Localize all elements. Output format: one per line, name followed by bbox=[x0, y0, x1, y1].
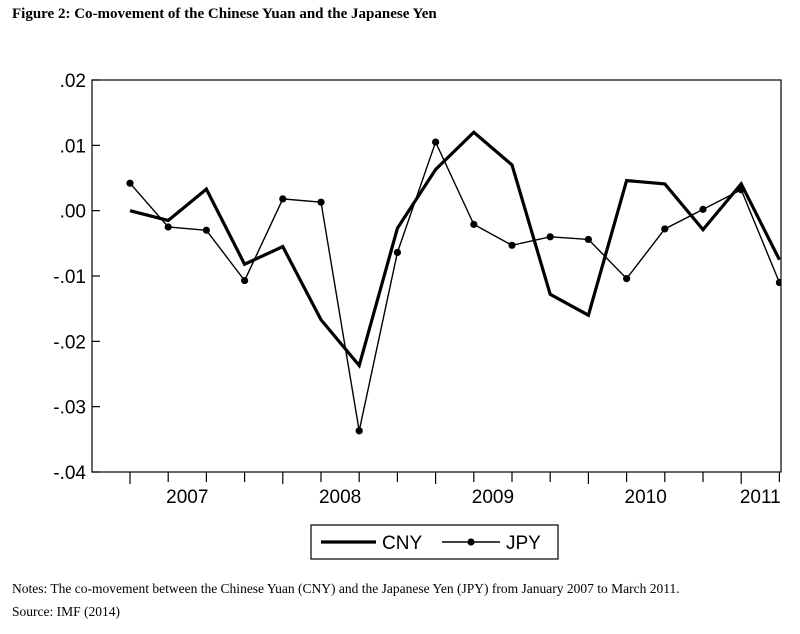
data-point-jpy bbox=[623, 275, 631, 283]
series-line-cny bbox=[129, 130, 781, 369]
y-tick-label: .02 bbox=[60, 71, 86, 92]
legend-label-cny: CNY bbox=[382, 533, 422, 554]
x-tick-label: 2011 bbox=[740, 487, 781, 508]
y-tick-label: -.02 bbox=[53, 332, 86, 353]
y-axis: .02 .01 .00 -.01 -.02 -.03 -.04 bbox=[53, 71, 100, 484]
x-tick-label: 2007 bbox=[166, 487, 208, 508]
notes-text: Notes: The co-movement between the Chine… bbox=[12, 581, 680, 596]
data-point-jpy bbox=[699, 205, 707, 213]
data-point-jpy bbox=[546, 233, 554, 241]
x-tick-label: 2009 bbox=[472, 487, 514, 508]
data-point-jpy bbox=[508, 241, 516, 249]
data-point-jpy bbox=[584, 235, 593, 244]
data-point-jpy bbox=[661, 225, 669, 233]
y-tick-label: -.03 bbox=[53, 398, 86, 419]
data-point-jpy bbox=[470, 220, 478, 228]
x-tick-label: 2008 bbox=[319, 487, 361, 508]
legend: CNY JPY bbox=[310, 524, 559, 560]
legend-label-jpy: JPY bbox=[506, 533, 541, 554]
data-point-jpy bbox=[126, 179, 134, 187]
line-chart: .02.01.00-.01-.02-.03-.04 2007 2008 2009 20… bbox=[53, 71, 782, 560]
figure-title: Figure 2: Co-movement of the Chinese Yua… bbox=[12, 6, 437, 22]
legend-marker-jpy bbox=[467, 538, 475, 546]
data-point-jpy bbox=[393, 248, 401, 257]
x-tick-label: 2010 bbox=[625, 487, 667, 508]
y-tick-label: -.04 bbox=[53, 463, 86, 484]
data-point-jpy bbox=[775, 278, 781, 287]
data-point-jpy bbox=[737, 186, 745, 194]
y-tick-label: .00 bbox=[60, 202, 86, 223]
y-tick-label: -.01 bbox=[53, 267, 86, 288]
source-text: Source: IMF (2014) bbox=[12, 604, 120, 619]
series-line-jpy bbox=[129, 140, 781, 431]
y-tick-label: .01 bbox=[60, 136, 86, 157]
x-axis: 2007 2008 2009 2010 2011 bbox=[129, 472, 781, 508]
data-point-jpy bbox=[202, 226, 210, 234]
series-layer bbox=[126, 130, 781, 435]
data-point-jpy bbox=[241, 276, 249, 285]
data-point-jpy bbox=[317, 198, 325, 206]
data-point-jpy bbox=[432, 138, 440, 146]
data-point-jpy bbox=[279, 195, 287, 203]
data-point-jpy bbox=[355, 427, 363, 435]
data-point-jpy bbox=[164, 223, 172, 231]
